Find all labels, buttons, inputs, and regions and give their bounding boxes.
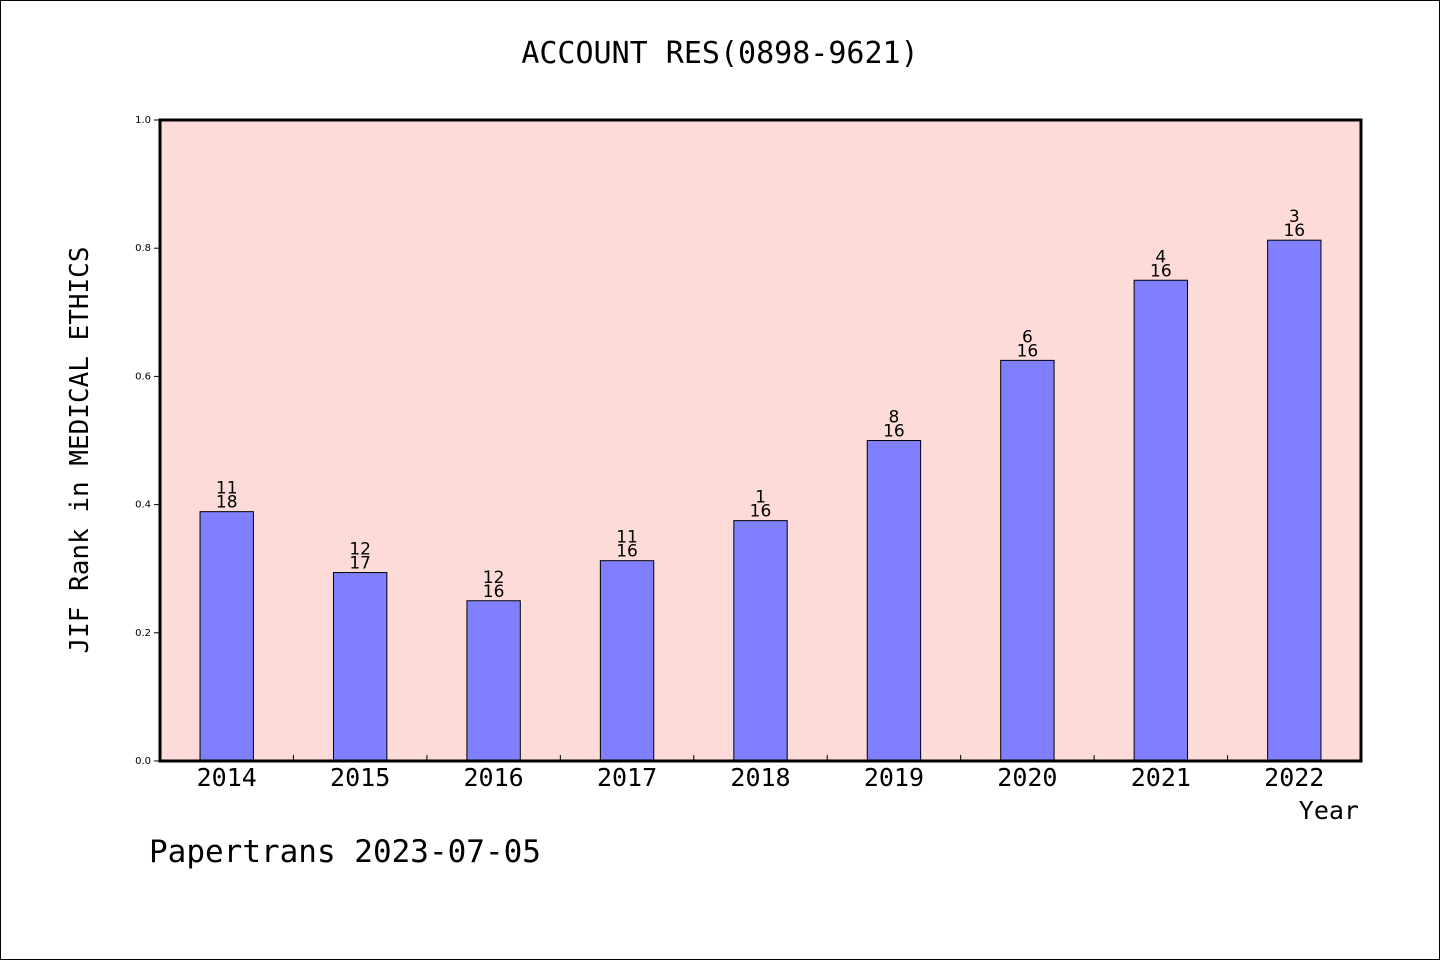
- bar-label-rank: 12: [483, 568, 505, 588]
- bars-layer: [199, 239, 1322, 762]
- plot-border: [158, 118, 1363, 763]
- x-axis-label: Year: [1298, 796, 1359, 825]
- x-tick-label: 2019: [864, 763, 924, 792]
- x-tick-label: 2017: [597, 763, 657, 792]
- bar-label-total: 16: [750, 502, 772, 522]
- bar-label-rank: 4: [1155, 247, 1166, 267]
- y-axis: 0.0 0.2 0.4 0.6 0.8 1.0: [135, 115, 160, 767]
- bar-label-rank: 1: [755, 488, 766, 508]
- x-tick-label: 2020: [997, 763, 1057, 792]
- y-tick-label: 0.2: [135, 628, 151, 639]
- bar-label-rank: 8: [889, 408, 900, 428]
- bar-2015: [332, 572, 388, 762]
- bar-2017: [599, 560, 655, 762]
- y-tick-label: 0.0: [135, 756, 151, 767]
- x-tick-label: 2018: [730, 763, 790, 792]
- bar-2021: [1133, 279, 1189, 762]
- bar-label-total: 16: [883, 422, 905, 442]
- x-tick-label: 2022: [1264, 763, 1324, 792]
- bar-2019: [866, 440, 922, 762]
- bar-label-rank: 6: [1022, 327, 1033, 347]
- bar-label-total: 16: [1283, 221, 1305, 241]
- x-tick-label: 2015: [330, 763, 390, 792]
- bar-2018: [733, 520, 788, 762]
- bar-2022: [1267, 239, 1322, 762]
- x-tick-label: 2014: [197, 763, 257, 792]
- bar-label-total: 16: [1150, 261, 1172, 281]
- y-axis-label: JIF Rank in MEDICAL ETHICS: [65, 246, 95, 654]
- bar-label-total: 16: [483, 582, 505, 602]
- bar-2014: [199, 511, 254, 762]
- bar-label-rank: 12: [349, 540, 371, 560]
- bar-label-rank: 11: [616, 528, 638, 548]
- bar-2016: [466, 600, 521, 762]
- y-tick-label: 0.8: [135, 243, 151, 254]
- bar-2020: [1000, 359, 1055, 762]
- x-tick-label: 2021: [1131, 763, 1191, 792]
- y-tick-label: 0.6: [135, 371, 151, 382]
- x-axis: 2014 2015 2016 2017 2018 2019 2020 2021 2022: [197, 755, 1324, 792]
- bar-label-rank: 3: [1289, 207, 1300, 227]
- chart-title: ACCOUNT RES(0898-9621): [521, 36, 919, 71]
- bar-label-rank: 11: [216, 479, 238, 499]
- footer-text: Papertrans 2023-07-05: [149, 834, 541, 870]
- x-tick-label: 2016: [464, 763, 524, 792]
- bar-label-total: 18: [216, 493, 238, 513]
- y-tick-label: 1.0: [135, 115, 151, 126]
- bar-label-total: 17: [349, 554, 371, 574]
- y-tick-label: 0.4: [135, 500, 151, 511]
- bar-label-total: 16: [1017, 341, 1039, 361]
- bar-label-total: 16: [616, 542, 638, 562]
